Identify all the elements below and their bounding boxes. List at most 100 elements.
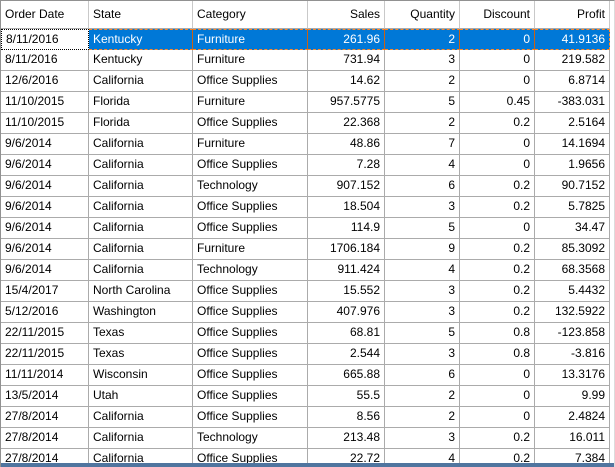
cell-sales[interactable]: 15.552 — [308, 281, 385, 302]
cell-profit[interactable]: 13.3176 — [535, 365, 610, 386]
table-row[interactable]: 5/12/2016 Washington Office Supplies 407.97… — [1, 302, 610, 323]
cell-discount[interactable]: 0 — [460, 134, 535, 155]
table-row[interactable]: 11/10/2015 Florida Office Supplies 22.368 2 0… — [1, 113, 610, 134]
cell-state[interactable]: Washington — [89, 302, 193, 323]
cell-quantity[interactable]: 4 — [385, 155, 460, 176]
cell-discount[interactable]: 0 — [460, 386, 535, 407]
cell-category[interactable]: Office Supplies — [193, 113, 308, 134]
cell-order-date[interactable]: 9/6/2014 — [1, 197, 89, 218]
cell-discount[interactable]: 0.2 — [460, 260, 535, 281]
cell-quantity[interactable]: 6 — [385, 365, 460, 386]
cell-sales[interactable]: 213.48 — [308, 428, 385, 449]
cell-profit[interactable]: -383.031 — [535, 92, 610, 113]
cell-profit[interactable]: 16.011 — [535, 428, 610, 449]
cell-sales[interactable]: 55.5 — [308, 386, 385, 407]
cell-order-date[interactable]: 9/6/2014 — [1, 239, 89, 260]
cell-discount[interactable]: 0.2 — [460, 449, 535, 467]
cell-quantity[interactable]: 4 — [385, 260, 460, 281]
cell-sales[interactable]: 68.81 — [308, 323, 385, 344]
cell-order-date[interactable]: 11/11/2014 — [1, 365, 89, 386]
cell-sales[interactable]: 407.976 — [308, 302, 385, 323]
table-row[interactable]: 27/8/2014 California Office Supplies 22.72 4… — [1, 449, 610, 467]
column-header-quantity[interactable]: Quantity — [385, 1, 460, 29]
cell-profit[interactable]: 5.4432 — [535, 281, 610, 302]
cell-profit[interactable]: 132.5922 — [535, 302, 610, 323]
cell-sales[interactable]: 14.62 — [308, 71, 385, 92]
cell-profit[interactable]: 68.3568 — [535, 260, 610, 281]
cell-sales[interactable]: 2.544 — [308, 344, 385, 365]
cell-order-date[interactable]: 9/6/2014 — [1, 260, 89, 281]
cell-discount[interactable]: 0.2 — [460, 197, 535, 218]
cell-sales[interactable]: 48.86 — [308, 134, 385, 155]
table-row[interactable]: 22/11/2015 Texas Office Supplies 2.544 3 0.8-… — [1, 344, 610, 365]
cell-category[interactable]: Technology — [193, 176, 308, 197]
cell-order-date[interactable]: 9/6/2014 — [1, 134, 89, 155]
cell-state[interactable]: Kentucky — [89, 50, 193, 71]
table-row[interactable]: 9/6/2014 California Technology 907.152 6 0.2 9… — [1, 176, 610, 197]
cell-quantity[interactable]: 5 — [385, 218, 460, 239]
cell-state[interactable]: California — [89, 176, 193, 197]
cell-quantity[interactable]: 2 — [385, 386, 460, 407]
cell-category[interactable]: Furniture — [193, 92, 308, 113]
cell-category[interactable]: Office Supplies — [193, 407, 308, 428]
cell-sales[interactable]: 8.56 — [308, 407, 385, 428]
cell-profit[interactable]: -3.816 — [535, 344, 610, 365]
cell-quantity[interactable]: 4 — [385, 449, 460, 467]
cell-sales[interactable]: 957.5775 — [308, 92, 385, 113]
cell-quantity[interactable]: 3 — [385, 302, 460, 323]
cell-order-date[interactable]: 9/6/2014 — [1, 176, 89, 197]
table-row[interactable]: 15/4/2017 North Carolina Office Supplies 15… — [1, 281, 610, 302]
cell-profit[interactable]: 6.8714 — [535, 71, 610, 92]
cell-state[interactable]: Wisconsin — [89, 365, 193, 386]
cell-order-date[interactable]: 8/11/2016 — [1, 50, 89, 71]
cell-order-date[interactable]: 11/10/2015 — [1, 113, 89, 134]
cell-profit[interactable]: 41.9136 — [535, 29, 610, 50]
table-row[interactable]: 9/6/2014 California Office Supplies 18.504 3… — [1, 197, 610, 218]
table-row[interactable]: 13/5/2014 Utah Office Supplies 55.5 2 0 9.99 — [1, 386, 610, 407]
cell-discount[interactable]: 0.8 — [460, 344, 535, 365]
cell-profit[interactable]: 5.7825 — [535, 197, 610, 218]
cell-state[interactable]: California — [89, 71, 193, 92]
table-row[interactable]: 27/8/2014 California Office Supplies 8.56 2 0… — [1, 407, 610, 428]
cell-order-date[interactable]: 9/6/2014 — [1, 218, 89, 239]
cell-profit[interactable]: 90.7152 — [535, 176, 610, 197]
cell-state[interactable]: Utah — [89, 386, 193, 407]
cell-category[interactable]: Office Supplies — [193, 218, 308, 239]
cell-profit[interactable]: 85.3092 — [535, 239, 610, 260]
cell-discount[interactable]: 0.2 — [460, 113, 535, 134]
cell-category[interactable]: Office Supplies — [193, 71, 308, 92]
cell-state[interactable]: Texas — [89, 323, 193, 344]
cell-sales[interactable]: 907.152 — [308, 176, 385, 197]
cell-profit[interactable]: 34.47 — [535, 218, 610, 239]
cell-sales[interactable]: 731.94 — [308, 50, 385, 71]
cell-discount[interactable]: 0.2 — [460, 281, 535, 302]
cell-category[interactable]: Furniture — [193, 50, 308, 71]
cell-profit[interactable]: 2.5164 — [535, 113, 610, 134]
cell-category[interactable]: Technology — [193, 428, 308, 449]
table-row[interactable]: 9/6/2014 California Technology 911.424 4 0.2 6… — [1, 260, 610, 281]
cell-category[interactable]: Office Supplies — [193, 155, 308, 176]
cell-state[interactable]: California — [89, 134, 193, 155]
cell-quantity[interactable]: 5 — [385, 92, 460, 113]
table-row[interactable]: 9/6/2014 California Furniture 48.86 7 0 14.169… — [1, 134, 610, 155]
cell-order-date[interactable]: 27/8/2014 — [1, 449, 89, 467]
cell-quantity[interactable]: 2 — [385, 407, 460, 428]
cell-quantity[interactable]: 3 — [385, 428, 460, 449]
table-row[interactable]: 22/11/2015 Texas Office Supplies 68.81 5 0.8-… — [1, 323, 610, 344]
cell-quantity[interactable]: 3 — [385, 344, 460, 365]
cell-sales[interactable]: 22.368 — [308, 113, 385, 134]
cell-order-date[interactable]: 9/6/2014 — [1, 155, 89, 176]
cell-category[interactable]: Furniture — [193, 239, 308, 260]
cell-quantity[interactable]: 2 — [385, 71, 460, 92]
cell-profit[interactable]: -123.858 — [535, 323, 610, 344]
cell-category[interactable]: Office Supplies — [193, 197, 308, 218]
cell-order-date[interactable]: 12/6/2016 — [1, 71, 89, 92]
table-row[interactable]: 8/11/2016 Kentucky Furniture 261.96 2 0 41.913… — [1, 29, 610, 50]
cell-order-date[interactable]: 8/11/2016 — [1, 29, 89, 50]
cell-state[interactable]: California — [89, 197, 193, 218]
column-header-state[interactable]: State — [89, 1, 193, 29]
cell-category[interactable]: Office Supplies — [193, 365, 308, 386]
cell-profit[interactable]: 2.4824 — [535, 407, 610, 428]
cell-quantity[interactable]: 2 — [385, 113, 460, 134]
cell-quantity[interactable]: 9 — [385, 239, 460, 260]
